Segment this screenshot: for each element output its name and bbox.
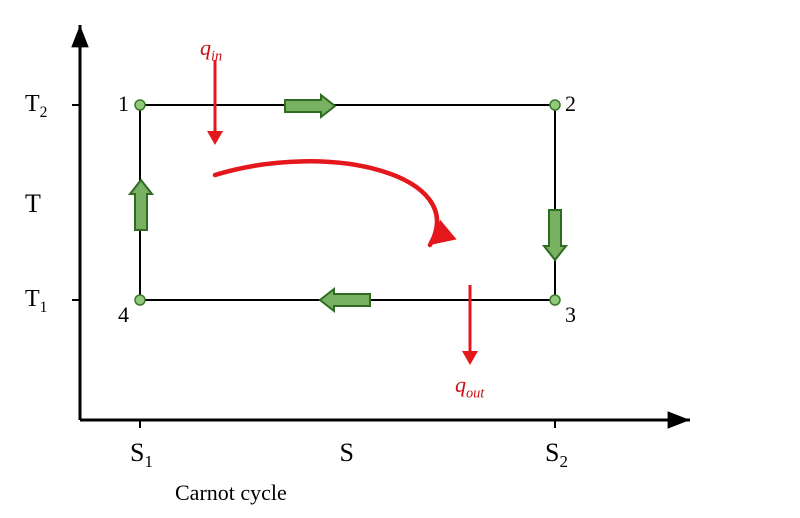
carnot-diagram: T2T1S1S2TS1234qinqoutCarnot cycle [0, 0, 800, 518]
diagram-svg [0, 0, 800, 518]
x-tick-label-0: S1 [130, 438, 153, 472]
heat-label-q_in: qin [200, 35, 222, 65]
y-axis-label: T [25, 189, 41, 219]
y-tick-label-0: T2 [25, 91, 47, 122]
x-tick-label-1: S2 [545, 438, 568, 472]
y-tick-label-1: T1 [25, 286, 47, 317]
x-axis-label: S [340, 438, 354, 468]
node-label-1: 1 [118, 91, 129, 117]
diagram-title: Carnot cycle [175, 480, 287, 506]
heat-label-q_out: qout [455, 372, 484, 402]
node-label-2: 2 [565, 91, 576, 117]
node-label-3: 3 [565, 302, 576, 328]
node-label-4: 4 [118, 302, 129, 328]
